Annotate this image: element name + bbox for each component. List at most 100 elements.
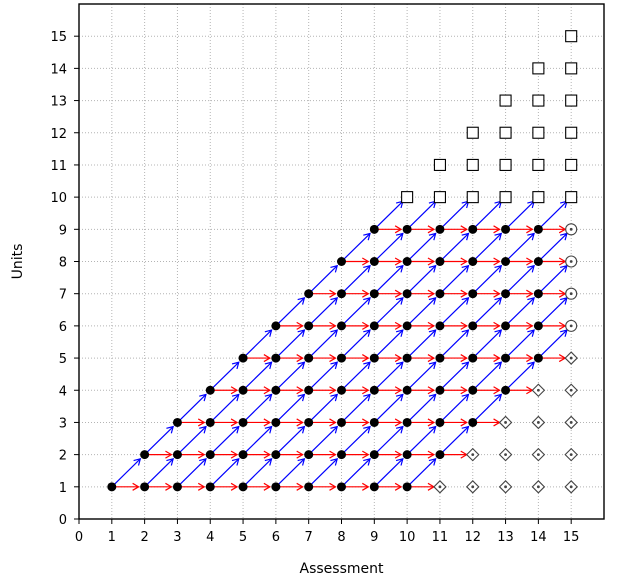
filled-point: [501, 289, 510, 298]
x-tick-label: 14: [530, 530, 547, 545]
filled-point: [239, 418, 248, 427]
diagonal-arrow-shaft: [410, 298, 436, 323]
filled-point: [403, 321, 412, 330]
horizontal-arrow: [477, 322, 500, 329]
filled-point: [239, 482, 248, 491]
diagonal-arrow: [410, 394, 436, 419]
diagonal-arrow: [344, 266, 370, 291]
open-square-marker: [533, 127, 544, 138]
horizontal-arrow: [214, 451, 237, 458]
filled-point: [304, 321, 313, 330]
diagonal-arrow-shaft: [443, 298, 469, 323]
diagonal-arrow: [476, 266, 502, 291]
filled-point: [337, 450, 346, 459]
diagonal-arrow: [312, 266, 338, 291]
diagonal-arrow-shaft: [213, 459, 239, 484]
filled-point: [403, 225, 412, 234]
y-tick-label: 3: [59, 416, 67, 431]
diagonal-arrow-shaft: [246, 427, 272, 452]
filled-point: [370, 257, 379, 266]
diagonal-arrow: [476, 298, 502, 323]
diagonal-arrow-shaft: [443, 330, 469, 355]
open-circle-dot: [570, 260, 573, 263]
diagonal-arrow: [377, 266, 403, 291]
diagonal-arrow-shaft: [541, 234, 567, 259]
diagonal-arrow: [344, 394, 370, 419]
filled-point: [501, 321, 510, 330]
horizontal-arrow: [313, 322, 336, 329]
diagonal-arrow: [246, 362, 272, 387]
open-diamond-dot: [471, 453, 474, 456]
horizontal-arrow: [378, 322, 401, 329]
filled-point: [140, 482, 149, 491]
horizontal-arrow: [346, 451, 369, 458]
horizontal-arrow: [542, 258, 565, 265]
diagonal-arrow: [443, 362, 469, 387]
horizontal-arrow: [346, 355, 369, 362]
diagonal-arrow: [312, 362, 338, 387]
horizontal-arrow: [510, 226, 533, 233]
horizontal-arrow: [444, 322, 467, 329]
diagonal-arrow-shaft: [410, 234, 436, 259]
horizontal-arrow: [313, 355, 336, 362]
horizontal-arrow: [411, 322, 434, 329]
horizontal-arrow: [346, 322, 369, 329]
diagonal-arrow: [115, 459, 141, 484]
open-square-marker: [566, 95, 577, 106]
filled-point: [370, 450, 379, 459]
diagonal-arrow-shaft: [410, 330, 436, 355]
horizontal-arrow: [411, 451, 434, 458]
diagonal-arrow-shaft: [377, 330, 403, 355]
open-square-marker: [566, 159, 577, 170]
filled-point: [435, 225, 444, 234]
x-ticks: 0 1 2 3 4 5 6 7 8 9 10 11 12 13 14 15: [75, 519, 580, 545]
diagonal-arrow: [443, 266, 469, 291]
filled-point: [337, 321, 346, 330]
diagonal-arrow: [443, 234, 469, 259]
open-square-marker: [500, 159, 511, 170]
y-tick-label: 8: [59, 256, 67, 271]
diagonal-arrow-shaft: [279, 298, 305, 323]
x-tick-label: 11: [432, 530, 449, 545]
filled-point: [206, 418, 215, 427]
horizontal-arrow: [444, 451, 467, 458]
y-tick-label: 6: [59, 320, 67, 335]
diagonal-arrow: [213, 427, 239, 452]
horizontal-arrow: [378, 387, 401, 394]
horizontal-arrow: [510, 387, 533, 394]
diagonal-arrow: [476, 234, 502, 259]
horizontal-arrow: [444, 290, 467, 297]
filled-point: [534, 354, 543, 363]
filled-point: [304, 289, 313, 298]
x-tick-label: 0: [75, 530, 83, 545]
x-tick-label: 7: [305, 530, 313, 545]
diagonal-arrow-shaft: [443, 234, 469, 259]
horizontal-arrow: [378, 419, 401, 426]
diagonal-arrow-shaft: [377, 201, 403, 226]
open-square-marker: [434, 159, 445, 170]
diagonal-arrow-shaft: [344, 394, 370, 419]
diagonal-arrow: [443, 298, 469, 323]
diagonal-arrow: [344, 427, 370, 452]
filled-point: [271, 482, 280, 491]
x-tick-label: 12: [464, 530, 481, 545]
diagonal-arrow: [410, 234, 436, 259]
filled-point: [271, 450, 280, 459]
horizontal-arrow: [149, 483, 172, 490]
open-diamond-dot: [570, 485, 573, 488]
diagonal-arrow-shaft: [344, 266, 370, 291]
filled-point: [435, 257, 444, 266]
diagonal-arrow: [541, 298, 567, 323]
filled-point: [304, 418, 313, 427]
diagonal-arrow-shaft: [410, 427, 436, 452]
horizontal-arrow: [247, 387, 270, 394]
diagonal-arrow: [377, 234, 403, 259]
open-circle-dot: [570, 292, 573, 295]
diagonal-arrow-shaft: [344, 298, 370, 323]
horizontal-arrow: [247, 355, 270, 362]
diagonal-arrow-shaft: [344, 459, 370, 484]
horizontal-arrow: [477, 355, 500, 362]
horizontal-arrow: [542, 355, 565, 362]
diagonal-arrow: [344, 330, 370, 355]
